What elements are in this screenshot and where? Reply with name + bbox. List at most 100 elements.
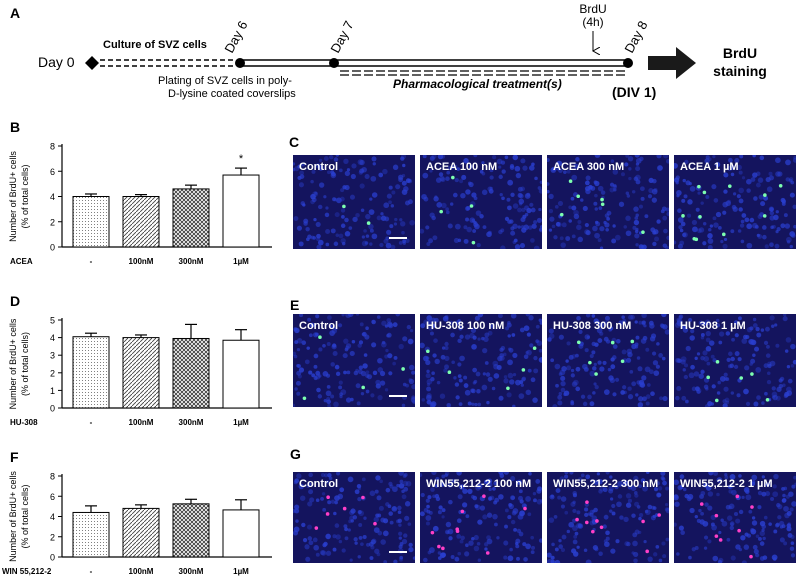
brdu-positive-cell	[599, 525, 604, 530]
brdu-positive-cell	[698, 214, 702, 219]
panel-letter-e: E	[290, 297, 300, 313]
brdu-positive-cell	[739, 376, 744, 380]
chart-category-label: 100nM	[129, 567, 154, 576]
scale-bar	[389, 551, 407, 553]
chart-bar	[72, 336, 110, 409]
result-label-2: staining	[713, 63, 767, 79]
chart-ytick-label: 0	[50, 243, 55, 253]
brdu-positive-cell	[523, 506, 527, 511]
brdu-positive-cell	[595, 519, 599, 523]
day7-label: Day 7	[327, 18, 356, 55]
chart-category-label: 300nM	[179, 257, 204, 266]
chart-category-label: 1µM	[233, 257, 249, 266]
day6-label: Day 6	[221, 18, 250, 55]
micrograph-g-2: WIN55,212-2 100 nM	[420, 472, 542, 563]
brdu-positive-cell	[437, 544, 441, 549]
chart-ytick-label: 2	[50, 217, 55, 227]
brdu-positive-cell	[702, 190, 707, 195]
micrograph-label: Control	[299, 320, 339, 332]
chart-bar	[172, 188, 210, 248]
micrograph-label: HU-308 300 nM	[553, 320, 632, 332]
panel-letter-g: G	[290, 446, 301, 462]
chart-ytick-label: 4	[50, 333, 55, 343]
chart-group-label: HU-308	[10, 418, 38, 427]
brdu-positive-cell	[641, 230, 645, 234]
brdu-positive-cell	[594, 372, 598, 376]
brdu-positive-cell	[778, 184, 783, 188]
brdu-positive-cell	[361, 495, 365, 500]
micrograph-e-3: HU-308 300 nM	[547, 314, 669, 407]
day0-marker	[85, 56, 99, 70]
brdu-positive-cell	[325, 512, 330, 516]
brdu-positive-cell	[585, 520, 589, 525]
chart-category-label: -	[90, 257, 93, 266]
micrograph-e-1: Control	[293, 314, 415, 407]
chart-ylabel-line1: Number of BrdU+ cells	[8, 151, 18, 242]
brdu-positive-cell	[559, 212, 564, 217]
brdu-positive-cell	[575, 517, 579, 522]
brdu-positive-cell	[620, 359, 625, 364]
chart-ylabel-line1: Number of BrdU+ cells	[8, 318, 18, 409]
chart-panel-letter: D	[10, 293, 20, 309]
chart-ytick-label: 8	[50, 472, 55, 482]
brdu-pulse-label-1: BrdU	[579, 2, 606, 16]
brdu-positive-cell	[361, 385, 365, 390]
brdu-positive-cell	[469, 204, 474, 208]
micrograph-label: ACEA 100 nM	[426, 161, 498, 173]
brdu-positive-cell	[451, 175, 455, 180]
brdu-positive-cell	[455, 527, 460, 531]
chart-panel-letter: F	[10, 449, 19, 465]
panel-letter-c: C	[289, 134, 300, 150]
day8-marker	[623, 58, 633, 68]
panel-letter-a: A	[10, 5, 20, 21]
brdu-positive-cell	[697, 184, 701, 189]
micrograph-cells	[293, 314, 415, 407]
brdu-positive-cell	[532, 346, 537, 351]
brdu-positive-cell	[576, 194, 581, 199]
brdu-positive-cell	[692, 237, 697, 241]
brdu-positive-cell	[630, 339, 635, 344]
micrograph-cells	[420, 472, 542, 563]
micrograph-label: Control	[299, 478, 339, 490]
chart-b: B Number of BrdU+ cells (% of total cells)…	[8, 119, 272, 266]
micrograph-label: HU-308 1 µM	[680, 320, 746, 332]
brdu-positive-cell	[714, 398, 719, 403]
brdu-positive-cell	[735, 494, 740, 499]
chart-ylabel-line2: (% of total cells)	[20, 484, 30, 548]
brdu-positive-cell	[750, 372, 754, 376]
micrograph-cells	[547, 155, 669, 249]
day8-label: Day 8	[621, 18, 650, 55]
brdu-positive-cell	[714, 534, 719, 538]
chart-ytick-label: 3	[50, 351, 55, 361]
chart-ylabel-line1: Number of BrdU+ cells	[8, 471, 18, 562]
day7-marker	[329, 58, 339, 68]
chart-ylabel-line2: (% of total cells)	[20, 164, 30, 228]
brdu-positive-cell	[447, 370, 452, 375]
brdu-positive-cell	[471, 240, 476, 245]
brdu-positive-cell	[645, 549, 649, 554]
chart-ytick-label: 4	[50, 512, 55, 522]
brdu-positive-cell	[762, 214, 767, 218]
chart-category-label: 100nM	[129, 418, 154, 427]
culture-label: Culture of SVZ cells	[103, 39, 207, 51]
brdu-positive-cell	[506, 386, 510, 391]
chart-ytick-label: 0	[50, 404, 55, 414]
micrograph-label: WIN55,212-2 100 nM	[426, 478, 532, 490]
micrograph-cells	[674, 314, 796, 407]
brdu-positive-cell	[610, 340, 615, 345]
brdu-positive-cell	[728, 184, 732, 188]
brdu-positive-cell	[721, 232, 726, 237]
micrograph-c-2: ACEA 100 nM	[420, 155, 542, 249]
micrograph-cells	[293, 155, 415, 249]
chart-significance: *	[239, 153, 244, 165]
plating-label-2: D-lysine coated coverslips	[168, 88, 296, 100]
micrograph-label: WIN55,212-2 300 nM	[553, 478, 659, 490]
brdu-positive-cell	[749, 554, 753, 559]
chart-d: D Number of BrdU+ cells (% of total cells)…	[8, 293, 272, 427]
chart-bar	[72, 511, 110, 558]
chart-bar	[122, 507, 160, 558]
micrograph-cells	[674, 155, 796, 249]
chart-group-label: ACEA	[10, 257, 33, 266]
chart-ytick-label: 6	[50, 492, 55, 502]
chart-category-label: 1µM	[233, 418, 249, 427]
